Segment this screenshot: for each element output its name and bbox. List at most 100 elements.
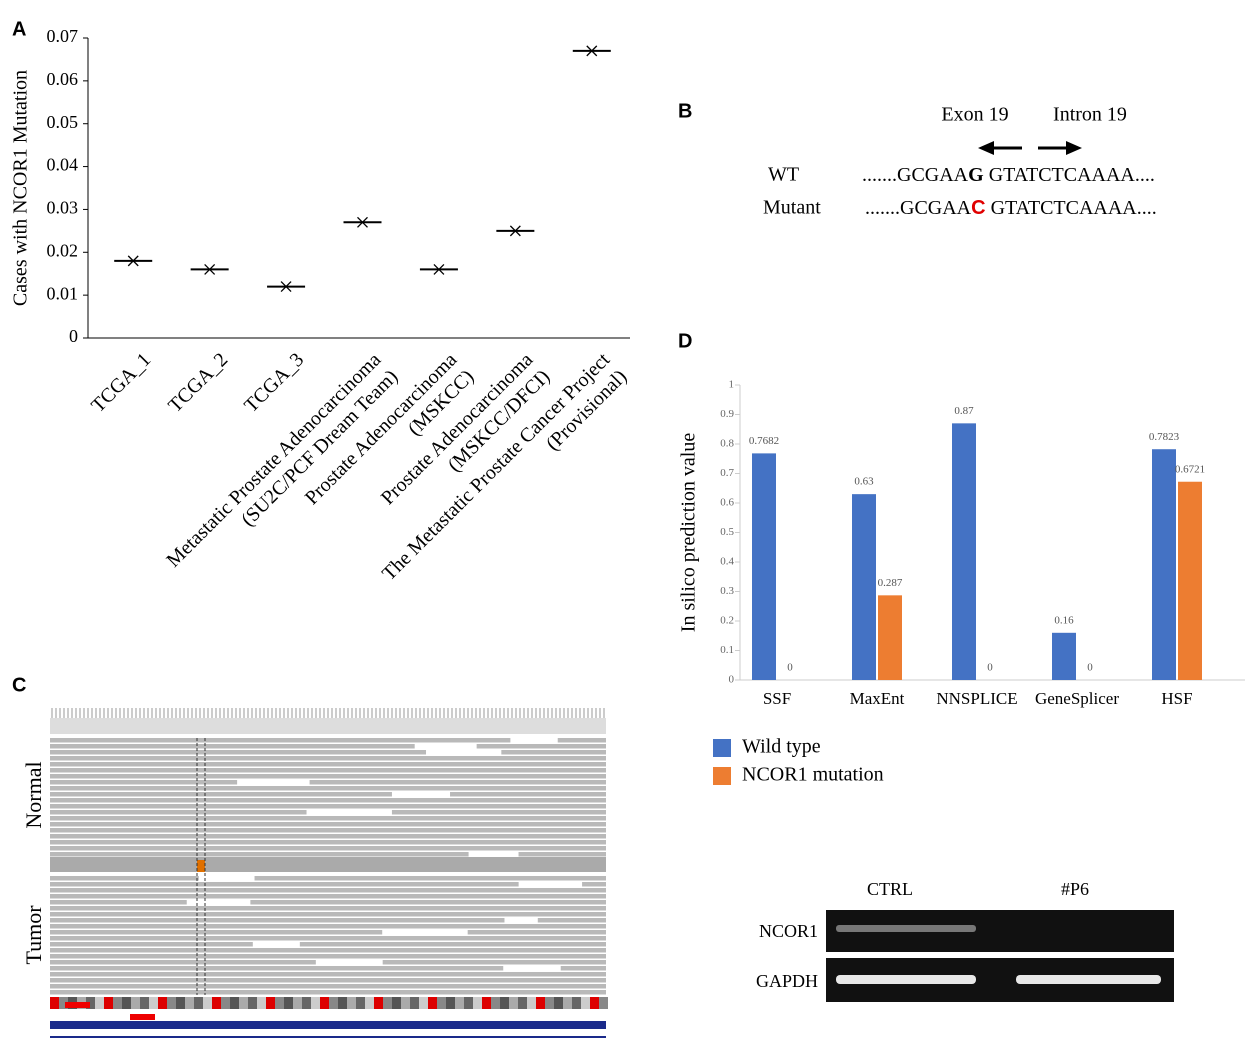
reference-base [194,997,203,1009]
y-tick-label: 1 [729,379,735,391]
read-gap [253,941,300,948]
reference-base [383,997,392,1009]
y-tick-label: 0.6 [720,497,734,509]
ruler [50,718,606,734]
value-label: 0.87 [954,405,974,417]
reference-base [365,997,374,1009]
reference-base [545,997,554,1009]
reference-base [347,997,356,1009]
bar [878,595,902,680]
read-gap [503,965,560,972]
reference-base [419,997,428,1009]
seq-right: GTATCTCAAAA.... [984,164,1155,186]
read-row [50,822,606,827]
reference-base [554,997,563,1009]
y-tick-label: 0.02 [47,240,79,260]
bar [852,494,876,680]
bar [1052,633,1076,680]
read-gap [237,779,309,786]
marker [573,46,611,56]
seq-label: Mutant [763,197,821,219]
panel-label: B [678,100,692,122]
value-label: 0.63 [854,476,874,488]
reference-base [113,997,122,1009]
figure-canvas: A B C D Exon 19 Intron 19 WT .......GCGA… [0,0,1245,1040]
y-tick-label: 0.9 [720,408,734,420]
track-label: Normal [21,761,46,828]
marker [344,217,382,227]
y-axis-label: Cases with NCOR1 Mutation [10,70,32,306]
read-row [50,786,606,791]
y-tick-label: 0.01 [47,283,79,303]
x-tick-label: SSF [763,689,791,708]
read-row [50,876,606,881]
reference-base [374,997,383,1009]
read-row [50,990,606,995]
read-row [50,750,606,755]
read-row [50,828,606,833]
gene-label: NCOR1 [759,921,818,941]
reference-base [491,997,500,1009]
read-row [50,954,606,959]
reference-base [185,997,194,1009]
panel-label: A [12,18,26,40]
value-label: 0.7682 [749,435,779,447]
read-row [50,930,606,935]
y-tick-label: 0.03 [47,198,79,218]
reference-base [266,997,275,1009]
read-row [50,816,606,821]
read-row [50,768,606,773]
value-label: 0 [987,662,993,674]
read-row [50,846,606,851]
coverage [50,857,606,872]
gel-band [836,925,976,932]
bar [1178,482,1202,680]
read-row [50,984,606,989]
arrows [978,141,1082,155]
read-row [50,978,606,983]
marker [420,264,458,274]
value-label: 0.6721 [1175,463,1205,475]
value-label: 0.287 [878,577,903,589]
seq-label: WT [768,164,799,186]
reference-base [509,997,518,1009]
read-row [50,906,606,911]
bar [752,453,776,680]
reference-base [392,997,401,1009]
read-row [50,756,606,761]
gene-label: GAPDH [756,971,818,991]
ref-marker [130,1014,155,1020]
bar [952,423,976,680]
reference-base [473,997,482,1009]
read-row [50,762,606,767]
seq-left: .......GCGAA [862,164,969,186]
y-tick-label: 0.8 [720,438,734,450]
legend-label: NCOR1 mutation [742,764,884,786]
reference-base [104,997,113,1009]
y-tick-label: 0.7 [720,467,734,479]
marker [267,282,305,292]
reference-base [230,997,239,1009]
seq-left: .......GCGAA [865,197,972,219]
reference-base [50,997,59,1009]
panel-label: D [678,330,692,352]
read-row [50,942,606,947]
seq-base: C [971,197,985,219]
y-tick-label: 0.1 [720,644,734,656]
intron-label: Intron 19 [1053,104,1127,126]
reference-base [176,997,185,1009]
reference-base [275,997,284,1009]
read-gap [316,959,383,966]
lane-label: #P6 [1061,879,1089,899]
read-gap [426,749,501,756]
read-row [50,900,606,905]
read-row [50,744,606,749]
reference-base [500,997,509,1009]
panel-label: C [12,674,26,696]
read-gap [187,899,251,906]
reference-base [590,997,599,1009]
read-row [50,804,606,809]
read-gap [415,743,477,750]
marker [114,256,152,266]
seq-right: GTATCTCAAAA.... [986,197,1157,219]
